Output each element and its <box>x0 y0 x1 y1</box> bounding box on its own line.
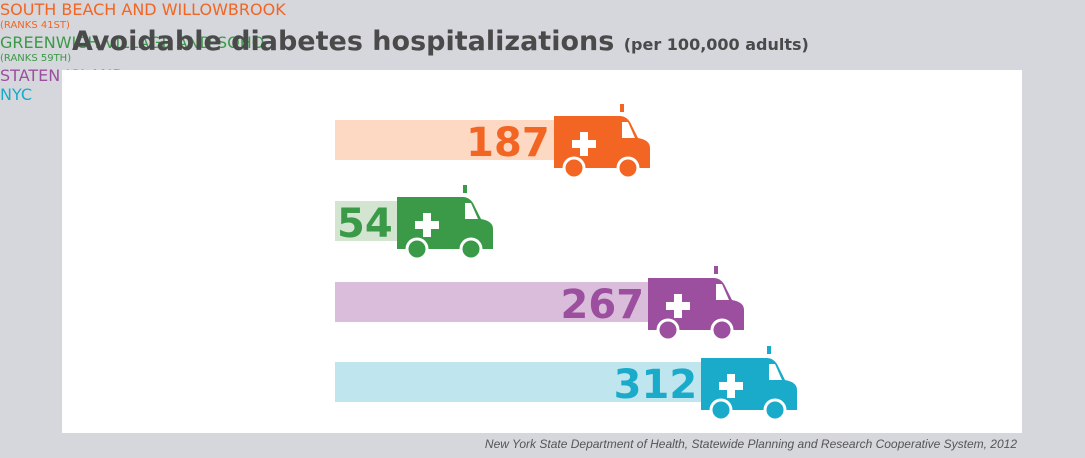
value-label: 267 <box>560 282 645 328</box>
value-label: 54 <box>337 201 393 247</box>
category-name: GREENWICH VILLAGE AND SOHO <box>0 33 265 52</box>
ambulance <box>553 104 650 180</box>
source: New York State Department of Health, Sta… <box>484 437 1017 451</box>
ambulance-part <box>571 140 596 148</box>
category-label: SOUTH BEACH AND WILLOWBROOK (RANKS 41ST) <box>0 0 1085 33</box>
bar <box>335 362 714 402</box>
ambulance <box>648 266 745 342</box>
chart-title: Avoidable diabetes hospitalizations (per… <box>72 26 809 57</box>
ambulance-part <box>414 221 439 229</box>
ambulance-part <box>616 156 640 180</box>
bar <box>335 120 566 160</box>
bar <box>335 201 409 241</box>
bar <box>335 282 661 322</box>
subtitle: (per 100,000 adults) <box>623 35 809 54</box>
ambulance-part <box>619 104 624 112</box>
value-label: 187 <box>466 120 550 166</box>
ambulance-part <box>769 364 783 380</box>
note: (RANKS 41ST) <box>0 20 70 31</box>
ambulance-part <box>710 318 734 342</box>
ambulance-part <box>767 346 772 354</box>
category-label: GREENWICH VILLAGE AND SOHO (RANKS 59TH) <box>0 33 1085 66</box>
value-label: 312 <box>613 362 698 408</box>
ambulance <box>396 185 493 261</box>
category-label: NYC <box>0 85 1085 104</box>
title-text: Avoidable diabetes hospitalizations <box>72 26 615 57</box>
ambulance-part <box>666 302 691 310</box>
category-name: NYC <box>0 85 33 104</box>
ambulance-part <box>464 203 478 219</box>
ambulance-part <box>714 266 719 274</box>
ambulance <box>701 346 798 422</box>
ambulance-part <box>656 318 680 342</box>
category-name: SOUTH BEACH AND WILLOWBROOK <box>0 0 286 19</box>
ambulance-part <box>719 382 744 390</box>
ambulance-part <box>562 156 586 180</box>
ambulance-part <box>459 237 483 261</box>
ambulance-part <box>462 185 467 193</box>
ambulance-part <box>621 122 635 138</box>
ambulance-part <box>405 237 429 261</box>
ambulance-part <box>709 398 733 422</box>
ambulance-part <box>763 398 787 422</box>
note: (RANKS 59TH) <box>0 53 72 64</box>
ambulance-part <box>716 284 730 300</box>
